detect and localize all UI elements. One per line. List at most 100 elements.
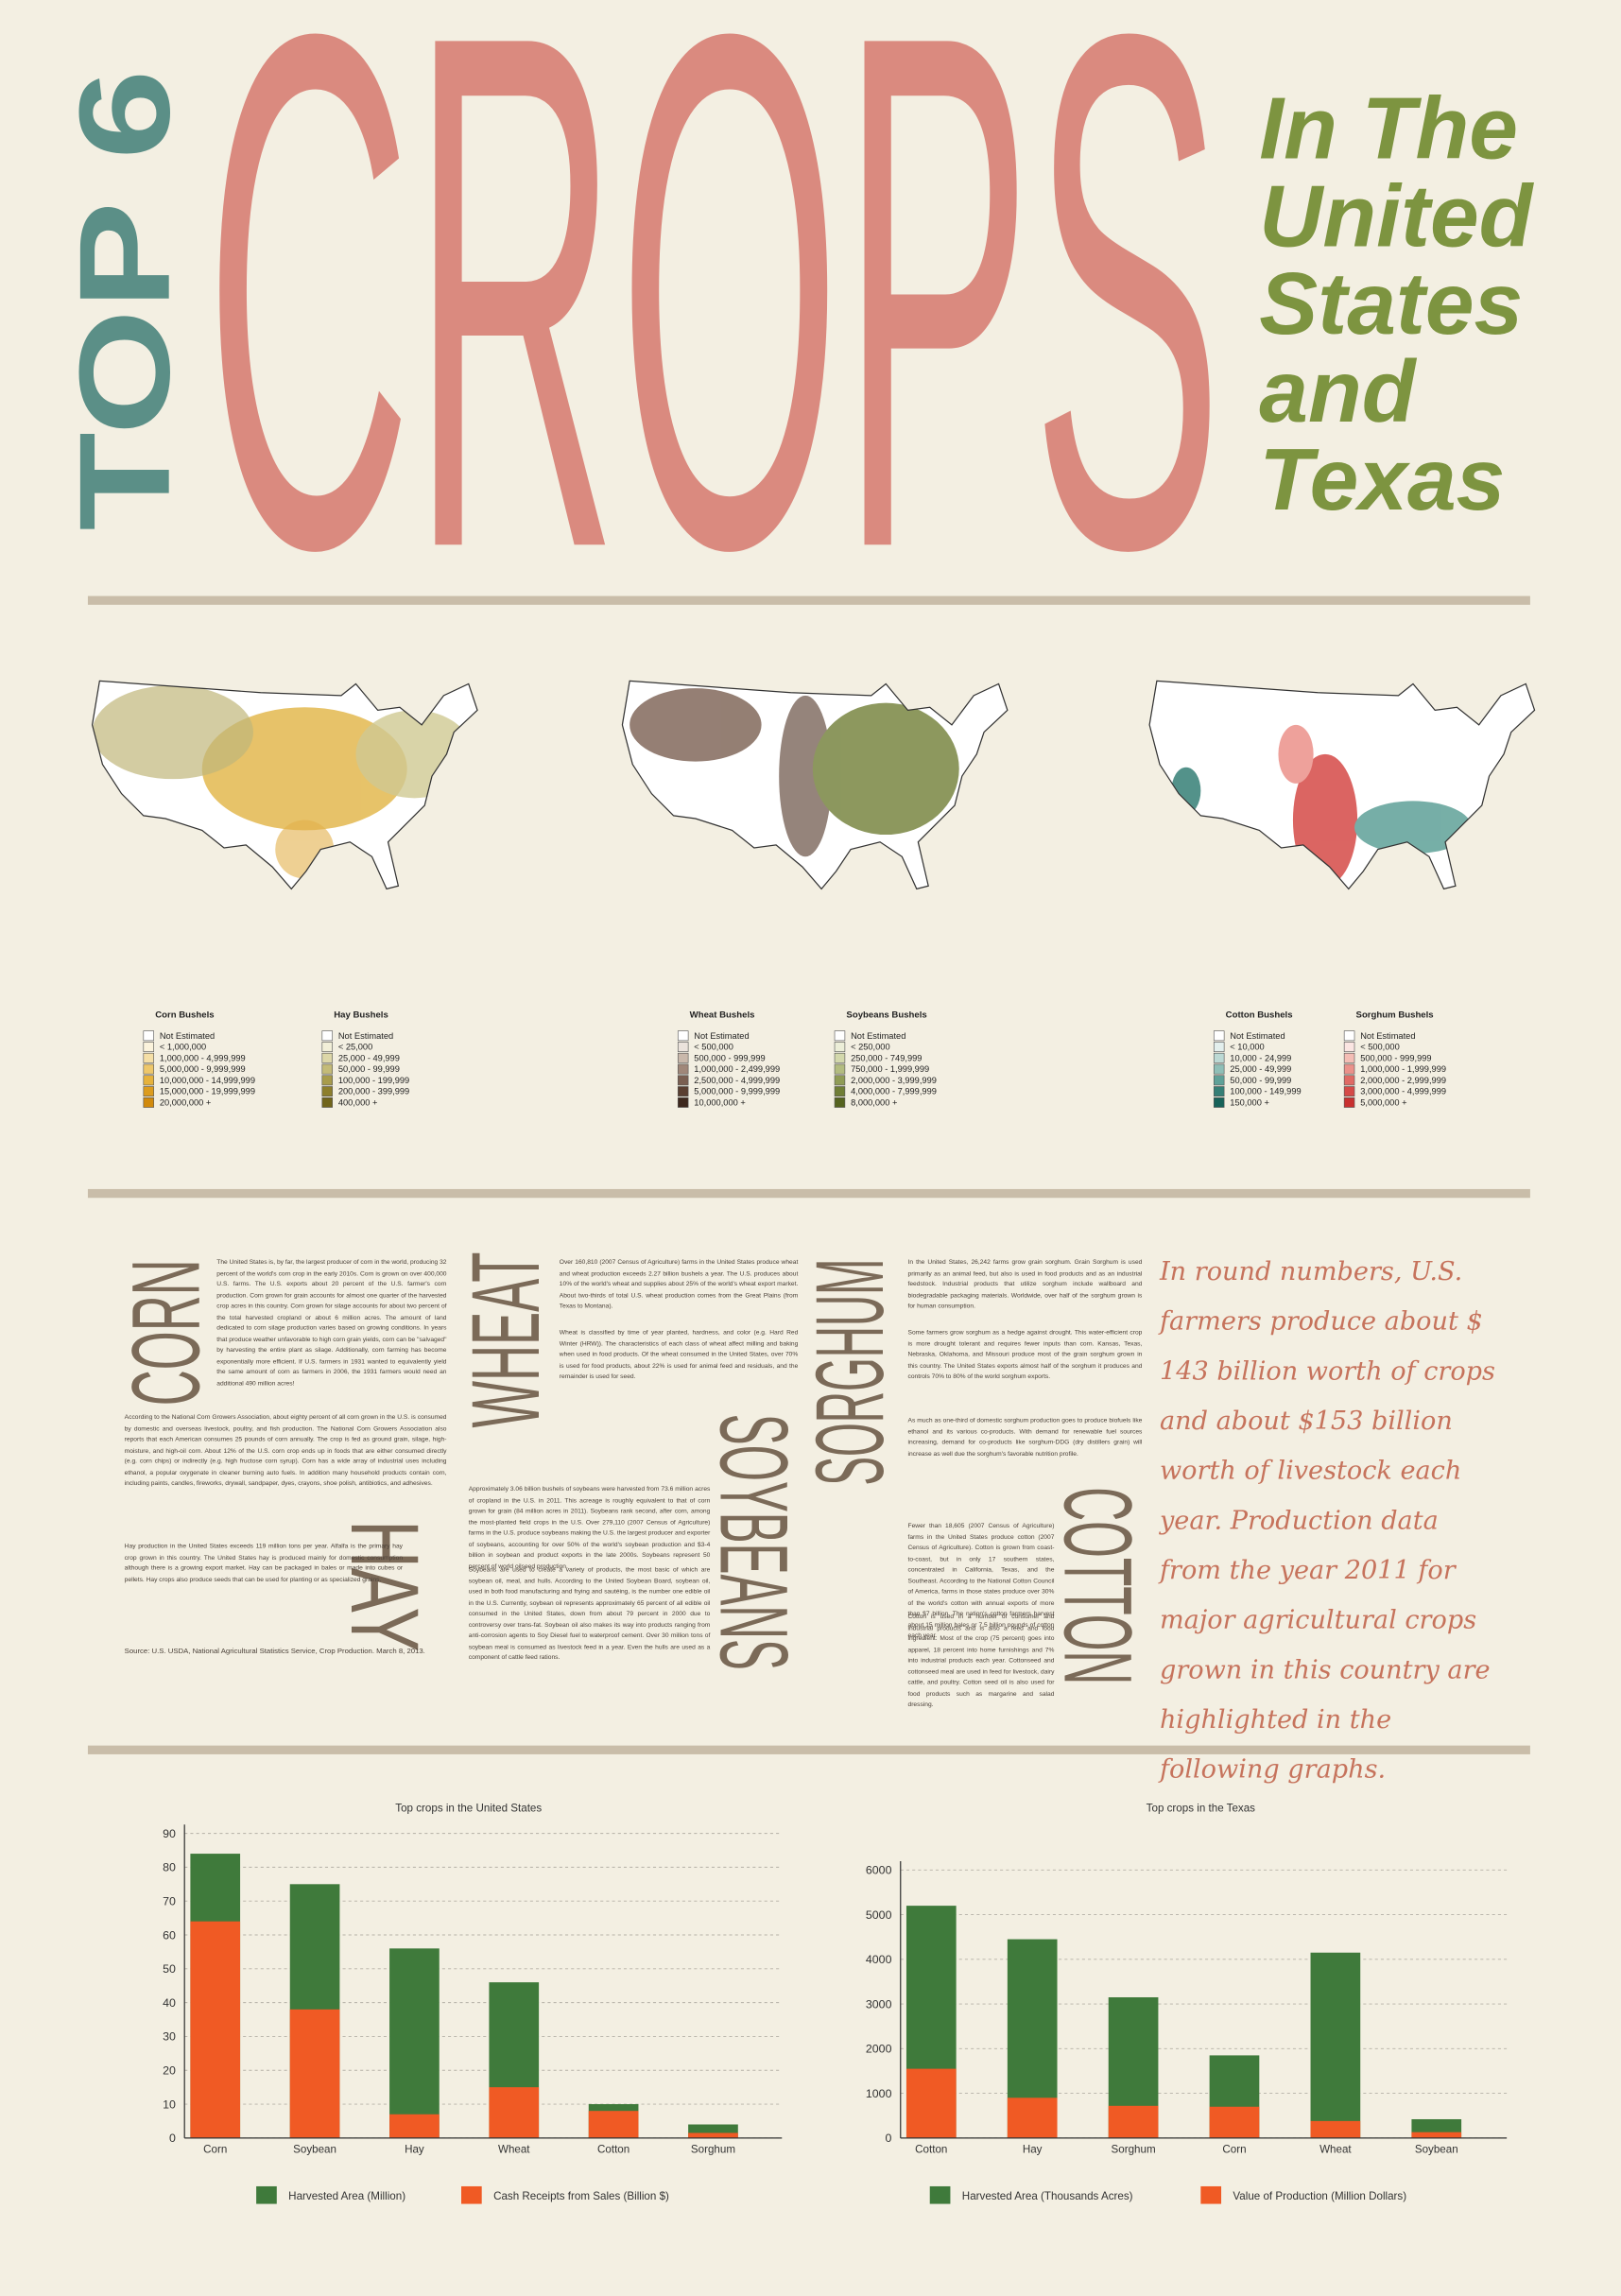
x-tick-label: Hay bbox=[1023, 2143, 1043, 2155]
divider bbox=[87, 1188, 1530, 1199]
legend-label: 2,500,000 - 4,999,999 bbox=[694, 1076, 780, 1085]
subtitle-line: and bbox=[1259, 342, 1417, 440]
legend-label: 5,000,000 - 9,999,999 bbox=[694, 1087, 780, 1096]
legend-label: Cash Receipts from Sales (Billion $) bbox=[493, 2190, 669, 2202]
y-tick-label: 0 bbox=[169, 2132, 176, 2145]
subtitle-line: States bbox=[1259, 254, 1523, 353]
legend-swatch bbox=[143, 1063, 154, 1075]
legend-swatch bbox=[460, 2185, 482, 2204]
y-tick-label: 30 bbox=[163, 2030, 176, 2044]
y-tick-label: 2000 bbox=[866, 2043, 892, 2056]
legend-swatch bbox=[321, 1052, 333, 1063]
legend-swatch bbox=[834, 1030, 846, 1042]
legend-label: 500,000 - 999,999 bbox=[1360, 1053, 1431, 1062]
crop-heading: SOYBEANS bbox=[699, 1414, 808, 1670]
bar bbox=[489, 2087, 540, 2138]
top-label: TOP 6 bbox=[53, 70, 197, 531]
legend-label: 500,000 - 999,999 bbox=[694, 1053, 765, 1062]
legend-label: Not Estimated bbox=[1360, 1031, 1415, 1041]
bar bbox=[1411, 2132, 1462, 2138]
legend-label: 3,000,000 - 4,999,999 bbox=[1360, 1087, 1446, 1096]
paragraph: Some farmers grow sorghum as a hedge aga… bbox=[907, 1328, 1143, 1380]
legend-label: < 500,000 bbox=[694, 1043, 733, 1052]
bar bbox=[1007, 2097, 1058, 2138]
legend-label: < 1,000,000 bbox=[160, 1043, 206, 1052]
legend-swatch bbox=[143, 1030, 154, 1042]
legend-label: 10,000 - 24,999 bbox=[1230, 1053, 1291, 1062]
crop-heading: CORN bbox=[112, 1259, 220, 1406]
legend-swatch bbox=[834, 1052, 846, 1063]
legend-swatch bbox=[256, 2185, 277, 2204]
legend-label: 25,000 - 49,999 bbox=[338, 1053, 400, 1062]
legend-swatch bbox=[677, 1096, 689, 1108]
legend-swatch bbox=[321, 1063, 333, 1075]
x-tick-label: Wheat bbox=[1319, 2143, 1352, 2155]
legend-label: Not Estimated bbox=[1230, 1031, 1285, 1041]
legend-title: Soybeans Bushels bbox=[846, 1010, 926, 1021]
legend-label: Not Estimated bbox=[338, 1031, 393, 1041]
bar bbox=[389, 2114, 440, 2138]
x-tick-label: Cotton bbox=[915, 2143, 947, 2155]
legend-label: 5,000,000 + bbox=[1360, 1097, 1406, 1107]
legend-swatch bbox=[929, 2185, 951, 2204]
paragraph: In the United States, 26,242 farms grow … bbox=[907, 1257, 1143, 1310]
legend-label: Not Estimated bbox=[160, 1031, 215, 1041]
legend-swatch bbox=[1213, 1030, 1225, 1042]
bar bbox=[389, 1948, 440, 2138]
y-tick-label: 6000 bbox=[866, 1864, 892, 1877]
chart-title: Top crops in the United States bbox=[395, 1802, 542, 1814]
y-tick-label: 1000 bbox=[866, 2087, 892, 2100]
bar bbox=[688, 2132, 738, 2138]
paragraph: Over 160,810 (2007 Census of Agriculture… bbox=[559, 1257, 799, 1310]
legend-swatch bbox=[1343, 1075, 1355, 1086]
legend-label: 8,000,000 + bbox=[851, 1097, 897, 1107]
x-tick-label: Soybean bbox=[293, 2143, 336, 2155]
y-tick-label: 4000 bbox=[866, 1953, 892, 1966]
legend-swatch bbox=[677, 1030, 689, 1042]
bar bbox=[1310, 2120, 1361, 2138]
bar bbox=[1310, 1952, 1361, 2138]
bar bbox=[588, 2111, 639, 2138]
legend-swatch bbox=[677, 1052, 689, 1063]
legend-swatch bbox=[677, 1063, 689, 1075]
legend-swatch bbox=[1200, 2185, 1222, 2204]
legend-label: 20,000,000 + bbox=[160, 1097, 211, 1107]
y-tick-label: 60 bbox=[163, 1928, 176, 1942]
legend-label: 750,000 - 1,999,999 bbox=[851, 1064, 929, 1074]
y-tick-label: 80 bbox=[163, 1861, 176, 1874]
bar bbox=[905, 2068, 957, 2138]
legend-swatch bbox=[1213, 1042, 1225, 1052]
y-tick-label: 3000 bbox=[866, 1997, 892, 2011]
paragraph: According to the National Corn Growers A… bbox=[124, 1412, 447, 1487]
bar bbox=[289, 2009, 340, 2138]
legend-title: Corn Bushels bbox=[155, 1010, 214, 1021]
legend-swatch bbox=[834, 1063, 846, 1075]
bar bbox=[190, 1921, 241, 2138]
legend-swatch bbox=[321, 1030, 333, 1042]
cotton-sorghum-map bbox=[1148, 680, 1536, 890]
legend-label: 1,000,000 - 2,499,999 bbox=[694, 1064, 780, 1074]
divider bbox=[87, 596, 1530, 605]
legend-title: Wheat Bushels bbox=[690, 1010, 755, 1021]
legend-swatch bbox=[143, 1075, 154, 1086]
legend-swatch bbox=[1343, 1096, 1355, 1108]
legend-swatch bbox=[1213, 1063, 1225, 1075]
x-tick-label: Sorghum bbox=[691, 2143, 735, 2155]
paragraph: Fewer than 18,605 (2007 Census of Agricu… bbox=[907, 1521, 1055, 1639]
y-tick-label: 20 bbox=[163, 2064, 176, 2078]
legend-label: 50,000 - 99,999 bbox=[1230, 1076, 1291, 1085]
chart-title: Top crops in the Texas bbox=[1147, 1802, 1255, 1814]
legend-title: Sorghum Bushels bbox=[1356, 1010, 1434, 1021]
legend-swatch bbox=[321, 1075, 333, 1086]
legend-label: 100,000 - 199,999 bbox=[338, 1076, 409, 1085]
y-tick-label: 0 bbox=[886, 2132, 892, 2145]
legend-title: Hay Bushels bbox=[334, 1010, 388, 1021]
x-tick-label: Cotton bbox=[597, 2143, 629, 2155]
legend-label: 150,000 + bbox=[1230, 1097, 1269, 1107]
legend-swatch bbox=[834, 1086, 846, 1097]
legend-swatch bbox=[1213, 1086, 1225, 1097]
legend-swatch bbox=[1343, 1042, 1355, 1052]
legend-swatch bbox=[834, 1096, 846, 1108]
